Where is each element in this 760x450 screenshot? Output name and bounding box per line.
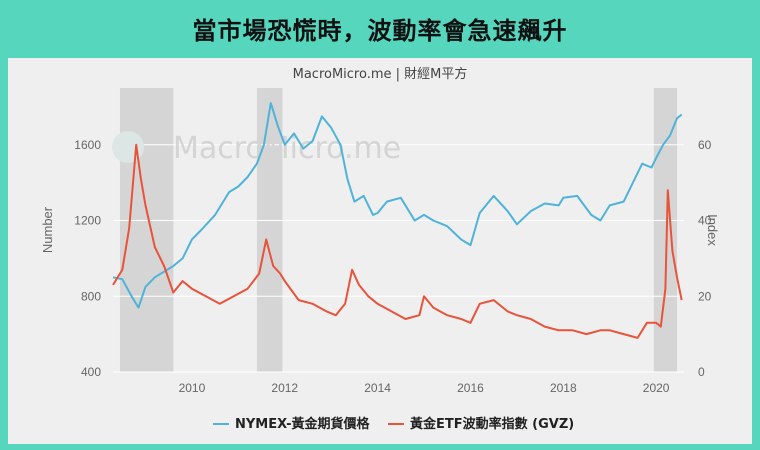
chart-svg: MacroMicro.me | 財經M平方 MacroMicro.me 2010… bbox=[8, 58, 752, 444]
page-headline: 當市場恐慌時，波動率會急速飆升 bbox=[192, 16, 568, 45]
shaded-period-2 bbox=[653, 88, 678, 372]
y-left-axis-title: Number bbox=[40, 206, 55, 253]
legend-label-0[interactable]: NYMEX-黃金期貨價格 bbox=[235, 416, 370, 432]
legend-label-1[interactable]: 黃金ETF波動率指數 (GVZ) bbox=[409, 416, 574, 432]
watermark-logo bbox=[112, 131, 144, 163]
watermark: MacroMicro.me bbox=[173, 131, 401, 166]
y-right-axis-title: Index bbox=[705, 214, 720, 246]
y-right-ticks: 0 20 40 60 bbox=[698, 138, 712, 379]
y-right-tick-label: 0 bbox=[698, 365, 705, 379]
gridlines bbox=[113, 144, 684, 373]
series-lines bbox=[112, 102, 683, 339]
y-right-tick-label: 60 bbox=[698, 138, 712, 152]
y-left-tick-label: 400 bbox=[81, 365, 101, 379]
legend: NYMEX-黃金期貨價格 黃金ETF波動率指數 (GVZ) bbox=[213, 416, 574, 432]
y-left-tick-label: 800 bbox=[81, 289, 101, 303]
x-tick-label: 2016 bbox=[457, 381, 484, 395]
series-line-0 bbox=[112, 102, 683, 309]
x-tick-label: 2012 bbox=[271, 381, 298, 395]
shaded-period-1 bbox=[256, 88, 283, 372]
chart-source: MacroMicro.me | 財經M平方 bbox=[293, 66, 468, 82]
y-left-tick-label: 1600 bbox=[74, 138, 101, 152]
y-right-tick-label: 40 bbox=[698, 214, 712, 228]
x-tick-label: 2018 bbox=[550, 381, 577, 395]
x-axis-ticks: 2010 2012 2014 2016 2018 2020 bbox=[179, 381, 670, 395]
y-left-tick-label: 1200 bbox=[74, 214, 101, 228]
y-left-ticks: 400 800 1200 1600 bbox=[74, 138, 101, 379]
x-tick-label: 2010 bbox=[179, 381, 206, 395]
chart-card: MacroMicro.me | 財經M平方 MacroMicro.me 2010… bbox=[8, 58, 752, 444]
series-line-1 bbox=[112, 143, 683, 339]
x-tick-label: 2020 bbox=[643, 381, 670, 395]
y-right-tick-label: 20 bbox=[698, 289, 712, 303]
x-tick-label: 2014 bbox=[364, 381, 391, 395]
